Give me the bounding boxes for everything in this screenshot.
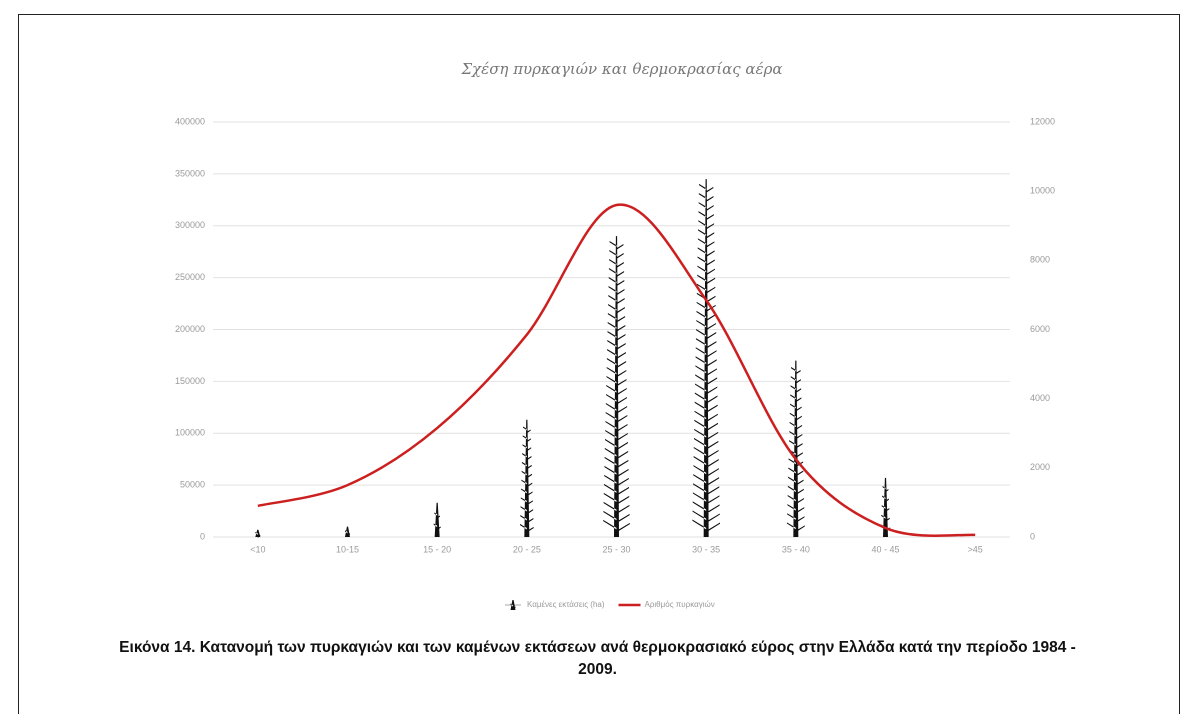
x-tick-label: 25 - 30: [602, 544, 630, 554]
chart-title: Σχέση πυρκαγιών και θερμοκρασίας αέρα: [460, 60, 782, 78]
bar: [344, 526, 351, 537]
x-tick-label: 15 - 20: [423, 544, 451, 554]
y2-tick-label: 4000: [1030, 393, 1050, 403]
x-tick-label: 10-15: [336, 544, 359, 554]
y-tick-label: 100000: [175, 428, 205, 438]
bar: [255, 529, 261, 538]
y-tick-label: 150000: [175, 376, 205, 386]
y2-tick-label: 6000: [1030, 324, 1050, 334]
y2-tick-label: 12000: [1030, 116, 1055, 126]
x-tick-label: 35 - 40: [782, 544, 810, 554]
legend-label: Αριθμός πυρκαγιών: [645, 600, 715, 609]
x-tick-label: 40 - 45: [871, 544, 899, 554]
x-tick-label: 20 - 25: [513, 544, 541, 554]
y-tick-label: 300000: [175, 220, 205, 230]
y2-tick-label: 10000: [1030, 186, 1055, 196]
chart: Σχέση πυρκαγιών και θερμοκρασίας αέρα 0 5…: [175, 60, 1055, 610]
legend-label: Καμένες εκτάσεις (ha): [527, 600, 605, 609]
line: [257, 203, 976, 538]
legend-marker: [510, 600, 516, 610]
y2-tick-label: 8000: [1030, 255, 1050, 265]
bar: [520, 419, 534, 537]
bar: [433, 502, 441, 537]
x-tick-label: <10: [250, 544, 265, 554]
y-tick-label: 200000: [175, 324, 205, 334]
figure-frame: [18, 14, 1180, 714]
y-tick-label: 350000: [175, 168, 205, 178]
bar: [603, 236, 630, 537]
y2-tick-label: 2000: [1030, 462, 1050, 472]
y2-tick-label: 0: [1030, 531, 1035, 541]
x-tick-label: 30 - 35: [692, 544, 720, 554]
y-tick-label: 50000: [180, 480, 205, 490]
y-tick-label: 0: [200, 531, 205, 541]
bar: [692, 179, 720, 537]
x-tick-label: >45: [968, 544, 983, 554]
figure-caption: Εικόνα 14. Κατανομή των πυρκαγιών και τω…: [119, 639, 1076, 678]
y-tick-label: 250000: [175, 272, 205, 282]
y-tick-label: 400000: [175, 116, 205, 126]
bar: [786, 360, 805, 537]
bar: [880, 477, 891, 537]
